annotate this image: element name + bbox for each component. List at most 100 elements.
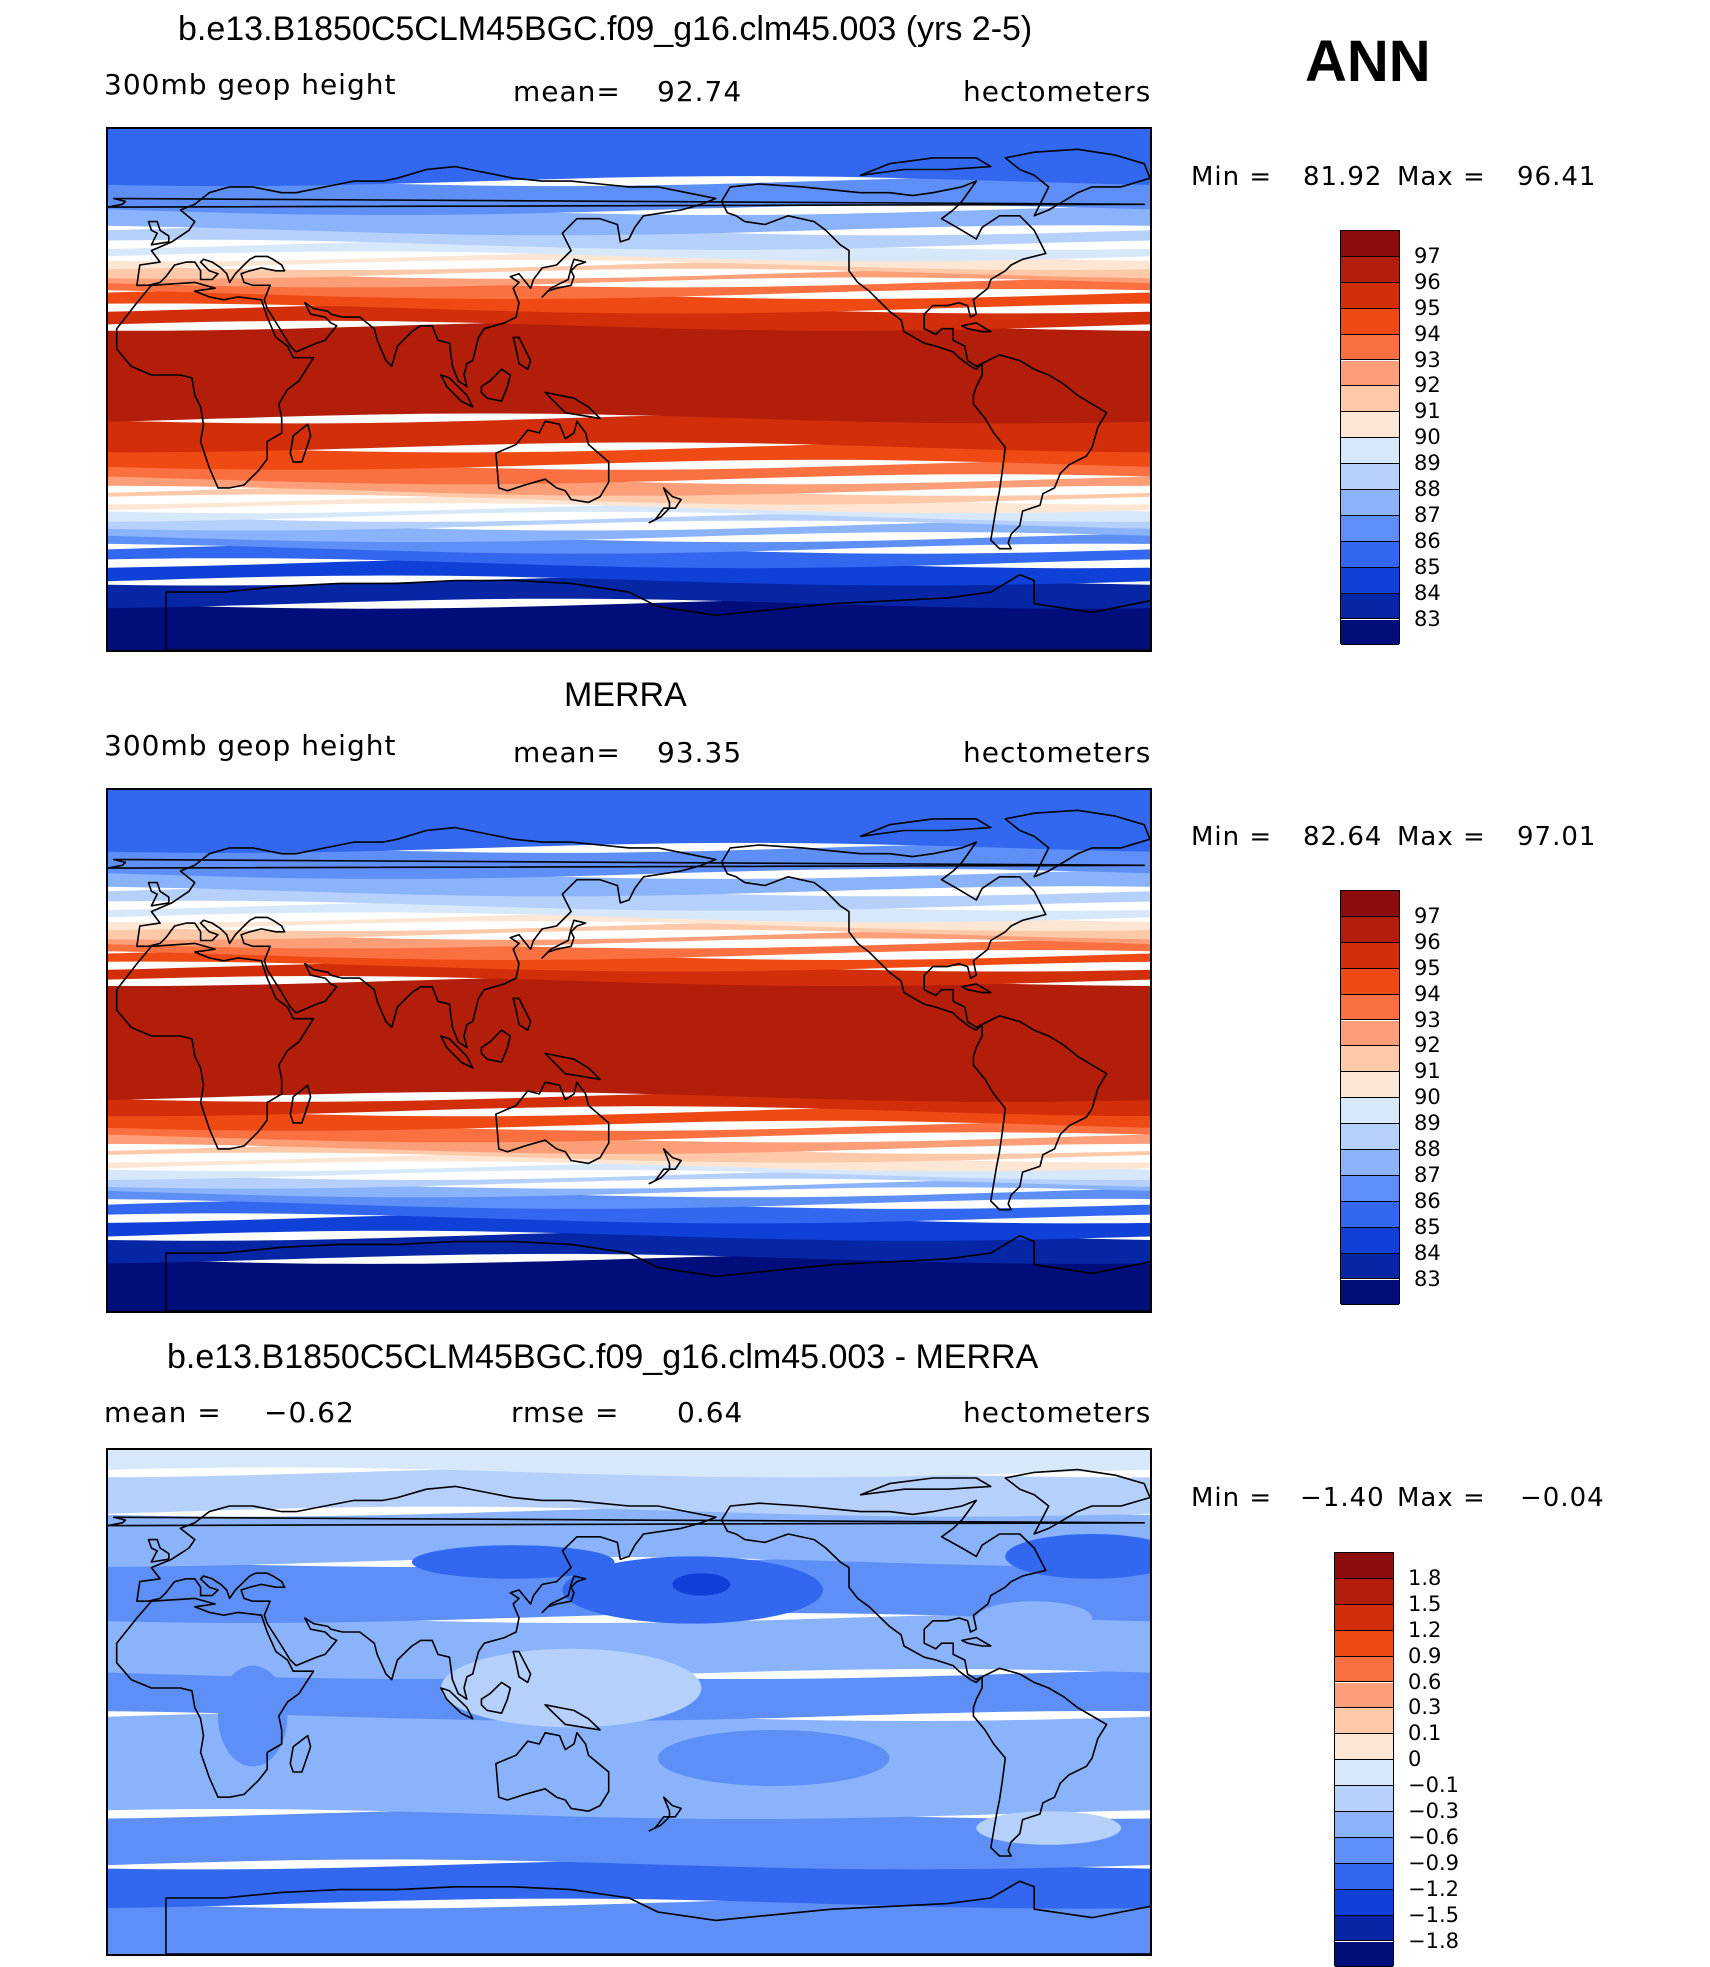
colorbar-swatch xyxy=(1335,1760,1393,1786)
colorbar-swatch xyxy=(1341,464,1399,490)
panel-3-max-label: Max = xyxy=(1397,1483,1486,1513)
panel-3-rmse-value: 0.64 xyxy=(677,1396,743,1429)
colorbar-swatch xyxy=(1341,1046,1399,1072)
colorbar-swatch xyxy=(1335,1916,1393,1942)
colorbar-label: 0 xyxy=(1408,1747,1421,1771)
colorbar-swatch xyxy=(1341,542,1399,568)
colorbar-label: 90 xyxy=(1414,1085,1441,1109)
panel-1-mean-value: 92.74 xyxy=(657,75,742,108)
colorbar-swatch xyxy=(1341,231,1399,257)
colorbar-swatch xyxy=(1335,1579,1393,1605)
panel-3-title: b.e13.B1850C5CLM45BGC.f09_g16.clm45.003 … xyxy=(167,1338,1038,1377)
colorbar-swatch xyxy=(1341,516,1399,542)
contour-anomaly xyxy=(658,1730,890,1786)
panel-2-mean-label: mean= xyxy=(513,736,621,769)
colorbar-label: 87 xyxy=(1414,503,1441,527)
contour-anomaly xyxy=(218,1666,287,1767)
colorbar-swatch xyxy=(1335,1553,1393,1579)
colorbar-label: 96 xyxy=(1414,930,1441,954)
season-label: ANN xyxy=(1305,28,1431,95)
colorbar-swatch xyxy=(1335,1708,1393,1734)
colorbar-swatch xyxy=(1341,1202,1399,1228)
map-svg xyxy=(108,1450,1150,1954)
colorbar-swatch xyxy=(1335,1812,1393,1838)
colorbar-label: −1.2 xyxy=(1408,1877,1459,1901)
colorbar-swatch xyxy=(1341,1228,1399,1254)
colorbar-label: 0.6 xyxy=(1408,1670,1441,1694)
colorbar-label: 92 xyxy=(1414,373,1441,397)
colorbar-label: 90 xyxy=(1414,425,1441,449)
colorbar-swatch xyxy=(1341,438,1399,464)
colorbar-swatch xyxy=(1341,1098,1399,1124)
colorbar-label: 0.1 xyxy=(1408,1721,1441,1745)
contour-anomaly xyxy=(672,1573,730,1595)
colorbar-label: 88 xyxy=(1414,1137,1441,1161)
colorbar-label: 96 xyxy=(1414,270,1441,294)
colorbar-label: −0.9 xyxy=(1408,1851,1459,1875)
colorbar-swatch xyxy=(1341,283,1399,309)
colorbar-swatch xyxy=(1341,568,1399,594)
colorbar-label: 1.5 xyxy=(1408,1592,1441,1616)
panel-2-max-label: Max = xyxy=(1397,822,1486,852)
colorbar-label: 91 xyxy=(1414,1059,1441,1083)
panel-1-map xyxy=(106,127,1152,652)
contour-band xyxy=(108,976,1150,1102)
panel-1-min-label: Min = xyxy=(1191,162,1272,192)
panel-1-min-value: 81.92 xyxy=(1303,162,1382,192)
contour-anomaly xyxy=(441,1649,701,1727)
colorbar-swatch xyxy=(1341,969,1399,995)
colorbar-swatch xyxy=(1341,891,1399,917)
colorbar-label: 83 xyxy=(1414,607,1441,631)
contour-anomaly xyxy=(976,1811,1121,1845)
colorbar-label: 97 xyxy=(1414,244,1441,268)
panel-1-title: b.e13.B1850C5CLM45BGC.f09_g16.clm45.003 … xyxy=(178,10,1032,49)
contour-band xyxy=(108,321,1150,424)
colorbar-label: 89 xyxy=(1414,1111,1441,1135)
contour-anomaly xyxy=(412,1545,615,1579)
colorbar-label: 0.3 xyxy=(1408,1695,1441,1719)
colorbar-label: 88 xyxy=(1414,477,1441,501)
panel-1-mean-label: mean= xyxy=(513,75,621,108)
colorbar-swatch xyxy=(1341,361,1399,387)
panel-3-mean-label: mean = xyxy=(104,1396,222,1429)
colorbar-label: 84 xyxy=(1414,1241,1441,1265)
panel-2-max-value: 97.01 xyxy=(1517,822,1596,852)
map-svg xyxy=(108,790,1150,1311)
colorbar-swatch xyxy=(1341,386,1399,412)
panel-2-min-label: Min = xyxy=(1191,822,1272,852)
colorbar-label: 84 xyxy=(1414,581,1441,605)
colorbar-swatch xyxy=(1335,1734,1393,1760)
colorbar-label: 89 xyxy=(1414,451,1441,475)
colorbar-label: 94 xyxy=(1414,322,1441,346)
colorbar-label: 93 xyxy=(1414,348,1441,372)
colorbar-swatch xyxy=(1335,1890,1393,1916)
colorbar-swatch xyxy=(1335,1838,1393,1864)
colorbar-label: 83 xyxy=(1414,1267,1441,1291)
panel-3-max-value: −0.04 xyxy=(1520,1483,1605,1513)
colorbar-label: 94 xyxy=(1414,982,1441,1006)
colorbar-label: 85 xyxy=(1414,555,1441,579)
colorbar-label: −1.8 xyxy=(1408,1929,1459,1953)
panel-1-max-label: Max = xyxy=(1397,162,1486,192)
panel-1-units: hectometers xyxy=(963,75,1151,108)
colorbar-label: 93 xyxy=(1414,1008,1441,1032)
colorbar-label: 1.2 xyxy=(1408,1618,1441,1642)
colorbar-swatch xyxy=(1341,412,1399,438)
colorbar-label: 1.8 xyxy=(1408,1566,1441,1590)
colorbar-swatch xyxy=(1341,1021,1399,1047)
colorbar-swatch xyxy=(1335,1657,1393,1683)
panel-2-title: MERRA xyxy=(564,676,687,715)
colorbar-swatch xyxy=(1335,1631,1393,1657)
colorbar-swatch xyxy=(1335,1864,1393,1890)
colorbar-label: 86 xyxy=(1414,1189,1441,1213)
panel-2-variable-label: 300mb geop height xyxy=(104,729,396,762)
colorbar-swatch xyxy=(1341,620,1399,646)
colorbar-swatch xyxy=(1341,335,1399,361)
colorbar-swatch xyxy=(1335,1786,1393,1812)
colorbar-swatch xyxy=(1335,1605,1393,1631)
panel-1-max-value: 96.41 xyxy=(1517,162,1596,192)
colorbar-box xyxy=(1340,230,1400,644)
colorbar-box xyxy=(1334,1552,1394,1966)
colorbar-label: 92 xyxy=(1414,1033,1441,1057)
colorbar-swatch xyxy=(1341,257,1399,283)
